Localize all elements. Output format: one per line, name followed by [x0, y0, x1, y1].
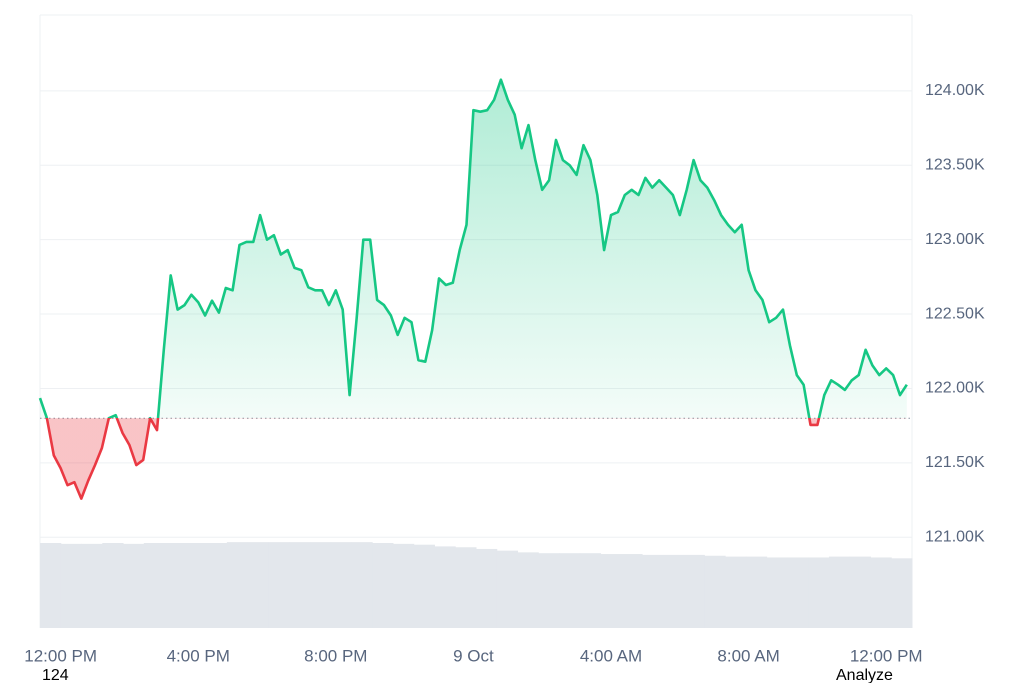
footer-left: 124	[42, 667, 69, 683]
volume-bar	[413, 544, 435, 628]
volume-bar	[808, 557, 830, 628]
volume-bar	[621, 554, 643, 628]
y-tick-label: 122.50K	[925, 305, 985, 322]
price-line	[38, 78, 908, 500]
volume-bar	[226, 542, 249, 628]
volume-bar	[517, 552, 539, 628]
footer-right[interactable]: Analyze	[836, 667, 893, 683]
price-area	[40, 79, 907, 499]
volume-bar	[247, 542, 269, 628]
volume-bar	[828, 556, 851, 628]
volume-bar	[496, 550, 519, 628]
volume-bar	[891, 558, 913, 628]
volume-bar	[164, 543, 186, 628]
volume-bar	[434, 546, 456, 628]
x-tick-label: 8:00 PM	[304, 646, 367, 665]
volume-bar	[372, 543, 394, 628]
volume-bar	[600, 554, 622, 628]
volume-bar	[642, 554, 664, 628]
x-tick-label: 8:00 AM	[717, 646, 779, 665]
volume-bar	[662, 554, 685, 628]
volume-bar	[330, 542, 352, 628]
x-tick-label: 4:00 PM	[167, 646, 230, 665]
y-tick-label: 123.00K	[925, 231, 985, 248]
x-tick-label: 12:00 PM	[850, 646, 923, 665]
y-tick-label: 124.00K	[925, 82, 985, 99]
volume-bar	[309, 542, 332, 628]
y-tick-label: 123.50K	[925, 156, 985, 173]
volume-bar	[143, 543, 166, 628]
volume-bar	[787, 557, 809, 628]
volume-bar	[766, 557, 788, 628]
volume-bar	[289, 542, 311, 628]
volume-bar	[268, 542, 290, 628]
volume-bar	[102, 543, 124, 628]
volume-bar	[476, 548, 498, 628]
volume-bar	[351, 542, 373, 628]
volume-bar	[559, 553, 581, 628]
volume-bar	[123, 543, 145, 628]
x-tick-label: 4:00 AM	[580, 646, 642, 665]
y-tick-label: 121.50K	[925, 454, 985, 471]
volume-bar	[455, 547, 477, 628]
volume-bar	[40, 543, 62, 628]
volume-bar	[683, 554, 705, 628]
volume-bar	[579, 553, 602, 628]
volume-bar	[870, 557, 892, 628]
volume-bar	[60, 543, 83, 628]
volume-bar	[392, 543, 415, 628]
volume-bar	[206, 543, 228, 628]
volume-bar	[81, 543, 103, 628]
y-tick-label: 122.00K	[925, 380, 985, 397]
volume-bar	[745, 556, 768, 628]
volume-bar	[538, 553, 560, 628]
x-tick-label: 12:00 PM	[24, 646, 97, 665]
x-tick-label: 9 Oct	[453, 646, 494, 665]
volume-bar	[725, 556, 747, 628]
y-tick-label: 121.00K	[925, 528, 985, 545]
volume-bar	[185, 543, 207, 628]
volume-bar	[849, 556, 871, 628]
volume-bar	[704, 555, 726, 628]
